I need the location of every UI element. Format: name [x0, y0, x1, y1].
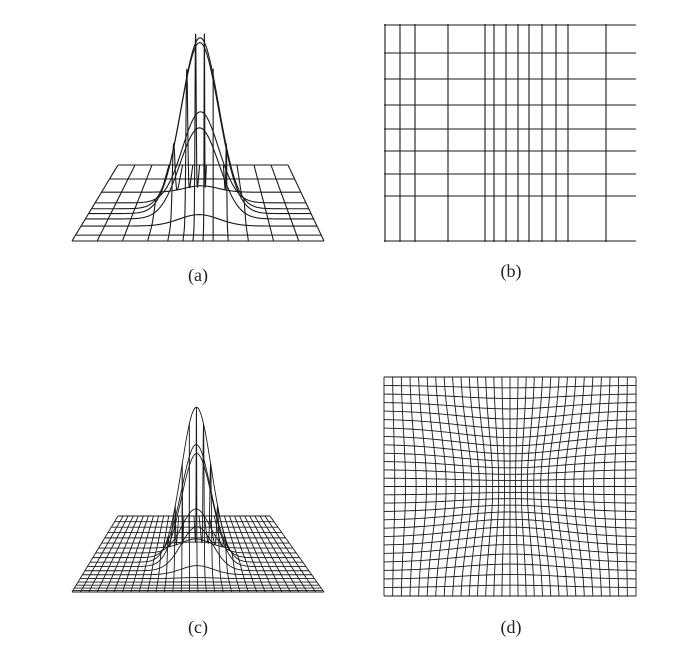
grid-curve-h-6 [383, 427, 637, 438]
surface-plot-c [71, 406, 325, 593]
rectilinear-grid-b [384, 24, 636, 242]
mesh-line-v-10 [92, 444, 300, 559]
mesh-line-u-13 [287, 164, 325, 242]
grid-curve-h-9 [383, 452, 637, 462]
grid-curve-h-19 [383, 526, 637, 537]
surface-plot-a [71, 33, 325, 242]
caption-c: (c) [188, 617, 208, 637]
mesh-line-v-5 [91, 37, 309, 210]
grid-curve-h-1 [383, 385, 637, 389]
panel-c-surface-plot [70, 406, 326, 596]
grid-curve-h-8 [383, 444, 637, 455]
grid-curve-h-22 [383, 553, 637, 563]
mesh-line-v-9 [90, 406, 303, 563]
mesh-line-u-12 [270, 164, 300, 242]
grid-curve-h-23 [383, 563, 637, 571]
panel-b-grid [384, 24, 636, 242]
mesh-line-v-3 [85, 127, 314, 220]
grid-curve-h-11 [383, 469, 637, 475]
mesh-line-u-1 [96, 164, 136, 242]
mesh-line-u-3 [147, 164, 170, 242]
grid-curve-h-24 [383, 574, 637, 580]
mesh-line-v-13 [101, 541, 290, 544]
mesh-line-u-2 [121, 164, 153, 242]
mesh-line-v-4 [88, 42, 312, 215]
panel-d-grid [383, 376, 637, 597]
grid-curve-h-14 [383, 492, 637, 496]
mesh-line-u-5 [182, 68, 194, 242]
grid-curve-h-3 [383, 402, 637, 410]
panel-a-surface-plot [70, 33, 326, 246]
mesh-line-v-11 [95, 508, 297, 554]
mesh-line-u-10 [236, 164, 249, 242]
mesh-line-v-2 [81, 214, 317, 227]
mesh-line-u-9 [222, 143, 229, 242]
grid-curve-h-7 [383, 436, 637, 447]
grid-curve-h-12 [383, 477, 637, 481]
grid-curve-h-16 [383, 504, 637, 512]
grid-curve-h-20 [383, 535, 637, 546]
grid-curve-h-25 [383, 584, 637, 588]
grid-curve-h-21 [383, 544, 637, 554]
grid-curve-h-18 [383, 518, 637, 529]
mesh-line-u-11 [253, 164, 275, 242]
mesh-line-u-4 [167, 143, 184, 242]
mesh-line-v-12 [98, 538, 293, 549]
grid-curve-h-2 [383, 393, 637, 399]
grid-curve-h-4 [383, 410, 637, 420]
grid-curve-h-5 [383, 419, 637, 429]
mesh-line-u-0 [71, 164, 119, 242]
mesh-line-v-6 [82, 565, 312, 576]
mesh-line-u-30 [269, 515, 325, 593]
grid-curve-h-15 [383, 498, 637, 504]
caption-d: (d) [500, 617, 522, 637]
mesh-line-u-15 [193, 406, 199, 593]
mesh-line-u-7 [202, 33, 207, 242]
mesh-line-v-5 [80, 577, 315, 579]
grid-curve-h-10 [383, 461, 637, 469]
mesh-line-v-6 [95, 111, 306, 204]
mesh-line-u-6 [192, 33, 201, 242]
mesh-line-v-7 [101, 185, 301, 193]
caption-b: (b) [500, 261, 522, 281]
mesh-line-v-8 [87, 452, 306, 568]
caption-a: (a) [188, 265, 208, 285]
curvilinear-grid-d [383, 376, 637, 597]
grid-curve-h-17 [383, 511, 637, 521]
